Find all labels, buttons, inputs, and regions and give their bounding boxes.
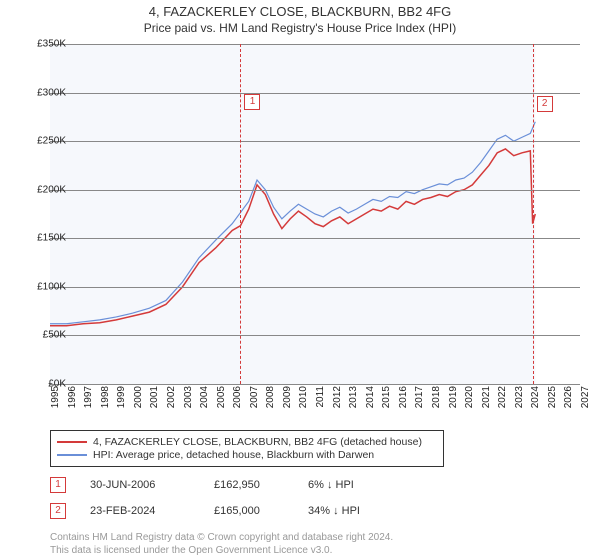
- grid-line: [50, 44, 580, 45]
- legend-row-2: HPI: Average price, detached house, Blac…: [57, 449, 437, 461]
- marker-line: [533, 44, 534, 384]
- sale-row-2: 2 23-FEB-2024 £165,000 34% ↓ HPI: [50, 503, 590, 519]
- sale-price-2: £165,000: [214, 505, 284, 517]
- y-tick-label: £300K: [16, 87, 66, 98]
- sale-marker-2: 2: [50, 503, 66, 519]
- x-tick-label: 2014: [365, 386, 376, 422]
- legend-swatch-2: [57, 454, 87, 456]
- y-tick-label: £250K: [16, 136, 66, 147]
- x-tick-label: 2003: [183, 386, 194, 422]
- title-block: 4, FAZACKERLEY CLOSE, BLACKBURN, BB2 4FG…: [0, 0, 600, 35]
- legend-label-2: HPI: Average price, detached house, Blac…: [93, 449, 374, 461]
- chart-svg: [50, 44, 580, 384]
- legend-series-box: 4, FAZACKERLEY CLOSE, BLACKBURN, BB2 4FG…: [50, 430, 444, 467]
- x-tick-label: 2005: [216, 386, 227, 422]
- x-tick-label: 2008: [265, 386, 276, 422]
- footer-line-1: Contains HM Land Registry data © Crown c…: [50, 531, 590, 544]
- x-tick-label: 2024: [530, 386, 541, 422]
- x-tick-label: 2017: [414, 386, 425, 422]
- footer-line-2: This data is licensed under the Open Gov…: [50, 544, 590, 557]
- x-tick-label: 1999: [116, 386, 127, 422]
- x-tick-label: 2002: [166, 386, 177, 422]
- x-tick-label: 2001: [149, 386, 160, 422]
- legend-label-1: 4, FAZACKERLEY CLOSE, BLACKBURN, BB2 4FG…: [93, 436, 422, 448]
- chart-container: 4, FAZACKERLEY CLOSE, BLACKBURN, BB2 4FG…: [0, 0, 600, 560]
- chart-title: 4, FAZACKERLEY CLOSE, BLACKBURN, BB2 4FG: [0, 4, 600, 19]
- x-tick-label: 1995: [50, 386, 61, 422]
- x-tick-label: 2009: [282, 386, 293, 422]
- y-tick-label: £350K: [16, 39, 66, 50]
- sale-marker-1: 1: [50, 477, 66, 493]
- grid-line: [50, 384, 580, 385]
- grid-line: [50, 141, 580, 142]
- sale-delta-1: 6% ↓ HPI: [308, 479, 408, 491]
- sale-price-1: £162,950: [214, 479, 284, 491]
- x-tick-label: 2023: [514, 386, 525, 422]
- legend-row-1: 4, FAZACKERLEY CLOSE, BLACKBURN, BB2 4FG…: [57, 436, 437, 448]
- x-tick-label: 2020: [464, 386, 475, 422]
- grid-line: [50, 93, 580, 94]
- x-tick-label: 2027: [580, 386, 591, 422]
- x-tick-label: 2000: [133, 386, 144, 422]
- x-tick-label: 1997: [83, 386, 94, 422]
- legend-block: 4, FAZACKERLEY CLOSE, BLACKBURN, BB2 4FG…: [50, 430, 590, 557]
- x-tick-label: 2026: [563, 386, 574, 422]
- y-tick-label: £150K: [16, 233, 66, 244]
- x-tick-label: 2012: [332, 386, 343, 422]
- grid-line: [50, 335, 580, 336]
- sale-row-1: 1 30-JUN-2006 £162,950 6% ↓ HPI: [50, 477, 590, 493]
- plot-area: 12: [50, 44, 580, 384]
- marker-box: 2: [537, 96, 553, 112]
- sale-date-1: 30-JUN-2006: [90, 479, 190, 491]
- grid-line: [50, 190, 580, 191]
- x-tick-label: 2018: [431, 386, 442, 422]
- sale-delta-2: 34% ↓ HPI: [308, 505, 408, 517]
- x-tick-label: 2025: [547, 386, 558, 422]
- x-tick-label: 2011: [315, 386, 326, 422]
- marker-box: 1: [244, 94, 260, 110]
- y-tick-label: £100K: [16, 281, 66, 292]
- x-tick-label: 2022: [497, 386, 508, 422]
- x-tick-label: 2004: [199, 386, 210, 422]
- x-tick-label: 2016: [398, 386, 409, 422]
- footer-note: Contains HM Land Registry data © Crown c…: [50, 531, 590, 557]
- x-tick-label: 2021: [481, 386, 492, 422]
- y-tick-label: £200K: [16, 184, 66, 195]
- x-tick-label: 2007: [249, 386, 260, 422]
- grid-line: [50, 238, 580, 239]
- marker-line: [240, 44, 241, 384]
- x-tick-label: 2013: [348, 386, 359, 422]
- x-tick-label: 1996: [67, 386, 78, 422]
- legend-swatch-1: [57, 441, 87, 443]
- sale-date-2: 23-FEB-2024: [90, 505, 190, 517]
- grid-line: [50, 287, 580, 288]
- chart-subtitle: Price paid vs. HM Land Registry's House …: [0, 21, 600, 35]
- x-tick-label: 2006: [232, 386, 243, 422]
- x-tick-label: 2010: [298, 386, 309, 422]
- x-tick-label: 2019: [448, 386, 459, 422]
- x-tick-label: 1998: [100, 386, 111, 422]
- x-tick-label: 2015: [381, 386, 392, 422]
- y-tick-label: £50K: [16, 330, 66, 341]
